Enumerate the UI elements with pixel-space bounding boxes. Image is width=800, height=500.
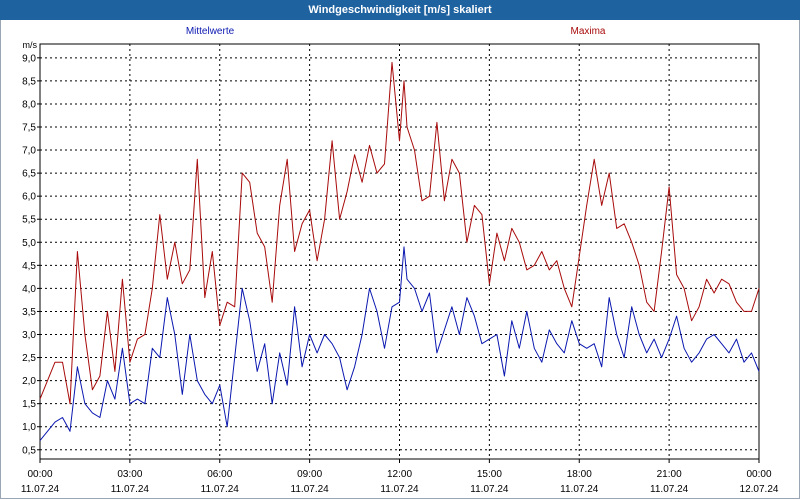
y-tick-label: 6,0 [22,192,36,203]
series-lines [39,61,760,441]
x-tick-time-label: 06:00 [207,469,232,480]
y-tick-label: 8,5 [22,76,36,87]
legend-maxima: Maxima [570,26,605,37]
x-tick-time-label: 09:00 [297,469,322,480]
y-tick-label: 4,0 [22,284,36,295]
y-tick-label: 7,0 [22,146,36,157]
x-tick-date-label: 11.07.24 [470,484,509,495]
x-tick-time-label: 00:00 [746,469,771,480]
x-tick-time-label: 18:00 [567,469,592,480]
series-line-mittelwerte [39,246,760,441]
y-tick-label: 5,5 [22,215,36,226]
grid-lines [40,44,759,459]
x-tick-date-label: 11.07.24 [111,484,150,495]
y-axis-unit-label: m/s [23,40,38,50]
x-tick-date-label: 11.07.24 [201,484,240,495]
y-tick-label: 2,0 [22,376,36,387]
x-tick-time-label: 21:00 [657,469,682,480]
y-tick-label: 5,0 [22,238,36,249]
plot-area-border [39,43,760,460]
x-tick-time-label: 00:00 [27,469,52,480]
x-tick-date-label: 11.07.24 [380,484,419,495]
series-line-maxima [39,61,760,405]
x-axis: 00:00 11.07.24 03:00 11.07.24 06:00 11.07.24 0… [21,459,779,495]
x-tick-time-label: 12:00 [387,469,412,480]
x-tick-date-label: 11.07.24 [560,484,599,495]
x-tick-date-label: 11.07.24 [21,484,60,495]
y-tick-label: 0,5 [22,445,36,456]
y-tick-label: 2,5 [22,353,36,364]
y-tick-label: 3,5 [22,307,36,318]
legend-mittelwerte: Mittelwerte [186,26,235,37]
x-tick-date-label: 11.07.24 [291,484,330,495]
y-tick-label: 1,5 [22,399,36,410]
y-tick-label: 7,5 [22,123,36,134]
y-tick-label: 1,0 [22,422,36,433]
x-tick-date-label: 12.07.24 [740,484,779,495]
y-axis: 0,5 1,0 1,5 2,0 2,5 3,0 3,5 4,0 4,5 5,0 5,5 6,0 6,5 7… [22,53,40,456]
x-tick-time-label: 03:00 [117,469,142,480]
y-tick-label: 3,0 [22,330,36,341]
x-tick-time-label: 15:00 [477,469,502,480]
x-tick-date-label: 11.07.24 [650,484,689,495]
y-tick-label: 6,5 [22,169,36,180]
chart-title: Windgeschwindigkeit [m/s] skaliert [0,0,800,20]
y-tick-label: 4,5 [22,261,36,272]
y-tick-label: 8,0 [22,99,36,110]
y-tick-label: 9,0 [22,53,36,64]
